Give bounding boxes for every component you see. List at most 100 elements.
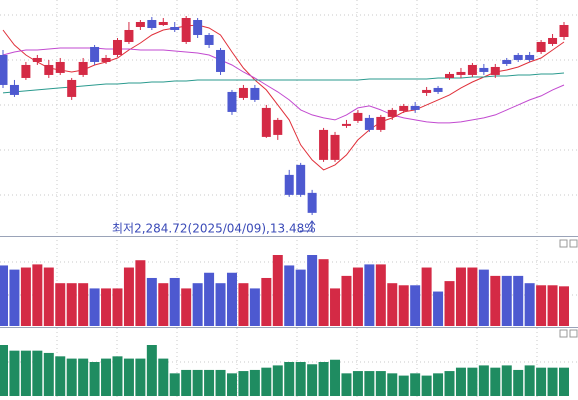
- candle-body: [90, 46, 100, 62]
- bar: [123, 358, 134, 396]
- candle-body: [548, 37, 558, 44]
- candle-body: [364, 117, 374, 130]
- bar: [261, 367, 272, 396]
- candle-body: [261, 107, 271, 137]
- bar: [181, 369, 192, 396]
- candle-body: [410, 105, 420, 110]
- bar: [215, 283, 226, 326]
- bar: [238, 283, 249, 326]
- bar: [559, 367, 569, 396]
- bar: [547, 285, 558, 326]
- bar: [169, 373, 180, 396]
- bar: [318, 362, 329, 396]
- bar: [32, 350, 43, 396]
- bar: [478, 365, 489, 396]
- candle-body: [216, 49, 226, 72]
- bar: [215, 369, 226, 396]
- bar: [123, 267, 134, 326]
- bar: [89, 288, 100, 326]
- bar: [295, 362, 306, 396]
- candle-body: [307, 192, 317, 213]
- bar: [0, 345, 8, 396]
- bar: [387, 373, 398, 396]
- candle-body: [319, 129, 329, 160]
- bar: [78, 283, 89, 326]
- bar: [135, 260, 146, 326]
- bar: [536, 367, 547, 396]
- bar: [272, 365, 283, 396]
- candle-body: [376, 116, 386, 130]
- bar: [410, 285, 421, 326]
- candle-body: [479, 67, 489, 72]
- bar: [398, 375, 409, 396]
- candle-body: [112, 39, 122, 55]
- bar: [78, 358, 89, 396]
- bar: [43, 352, 54, 396]
- bar: [524, 365, 535, 396]
- candle-body: [55, 61, 65, 73]
- bar: [330, 288, 341, 326]
- bar: [101, 288, 112, 326]
- bar: [158, 283, 169, 326]
- bar: [204, 272, 215, 326]
- candle-body: [456, 71, 466, 75]
- candle-body: [513, 54, 523, 60]
- candle-body: [32, 57, 42, 62]
- bar: [238, 371, 249, 396]
- bar: [547, 367, 558, 396]
- bar: [272, 255, 283, 326]
- bar: [55, 283, 66, 326]
- candle-body: [227, 91, 237, 112]
- bar: [112, 288, 123, 326]
- candle-body: [341, 123, 351, 126]
- bar: [307, 364, 318, 396]
- bar: [375, 264, 386, 326]
- bar: [410, 373, 421, 396]
- bar: [513, 275, 524, 326]
- panel-button[interactable]: [569, 239, 578, 248]
- bar: [341, 373, 352, 396]
- bar: [490, 275, 501, 326]
- bar: [444, 371, 455, 396]
- bar: [455, 267, 466, 326]
- bar: [364, 264, 375, 326]
- panel-button[interactable]: [559, 239, 568, 248]
- candle-body: [124, 29, 134, 42]
- panel-button[interactable]: [569, 329, 578, 338]
- bar: [387, 283, 398, 326]
- bar: [559, 286, 569, 326]
- low-annotation: 최저2,284.72(2025/04/09),13.48%: [112, 222, 316, 236]
- bar: [295, 269, 306, 326]
- bar: [112, 356, 123, 396]
- panel-button[interactable]: [559, 329, 568, 338]
- candle-body: [330, 134, 340, 160]
- candle-body: [101, 57, 111, 62]
- candle-body: [67, 79, 77, 97]
- bar: [169, 277, 180, 326]
- bar: [501, 275, 512, 326]
- bar: [398, 285, 409, 326]
- annotation-arrow: [300, 220, 316, 232]
- candle-body: [238, 87, 248, 98]
- bar: [307, 255, 318, 326]
- bar: [66, 283, 77, 326]
- bar: [135, 358, 146, 396]
- bar: [421, 375, 432, 396]
- bar: [55, 356, 66, 396]
- bar: [226, 373, 237, 396]
- candle-body: [204, 34, 214, 45]
- bar: [146, 277, 157, 326]
- candle-body: [353, 112, 363, 121]
- candle-body: [399, 105, 409, 111]
- candle-body: [490, 66, 500, 75]
- moving-average-line: [2, 24, 565, 171]
- candle-body: [422, 89, 432, 93]
- bar: [352, 267, 363, 326]
- candle-body: [536, 41, 546, 52]
- bar: [352, 371, 363, 396]
- candle-body: [387, 109, 397, 117]
- bar: [9, 269, 20, 326]
- bar: [433, 373, 444, 396]
- bar: [0, 265, 8, 326]
